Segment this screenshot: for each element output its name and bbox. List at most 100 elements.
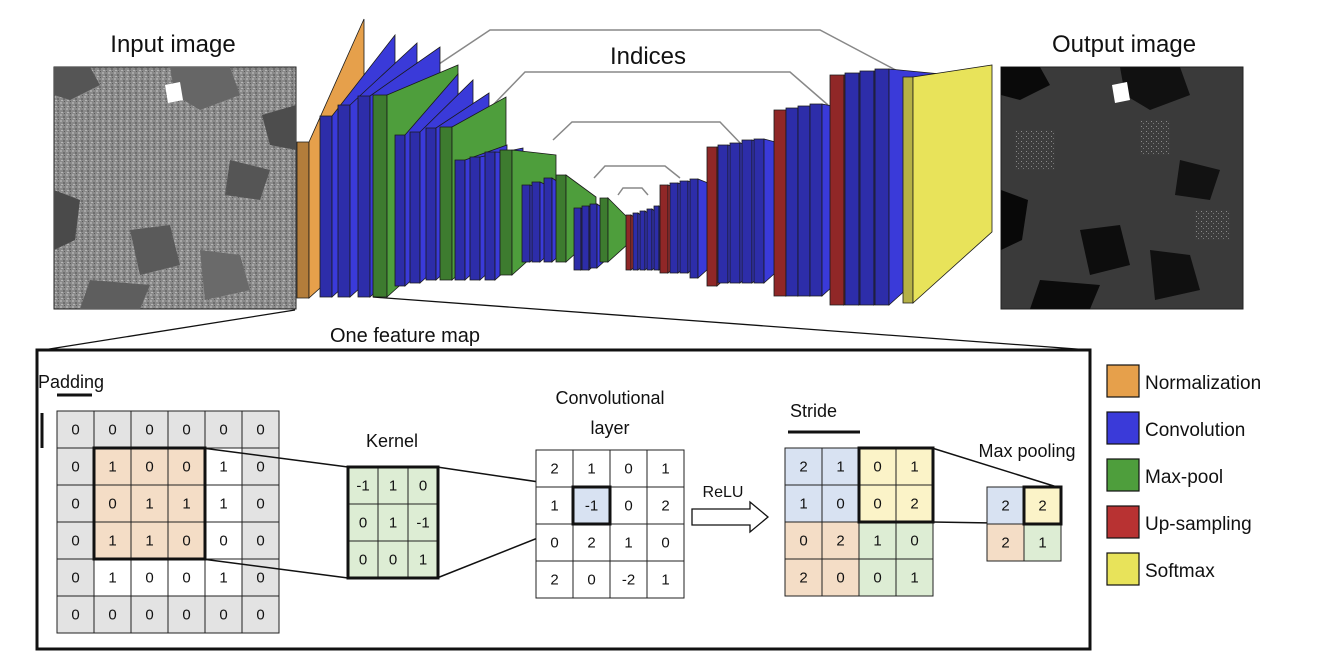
kernel-cell	[377, 503, 409, 542]
maxpool-grid: 2 2 2 1	[986, 485, 1063, 562]
conv-layer-cell	[609, 449, 648, 488]
padding-cell-value: 1	[145, 496, 153, 513]
layer-block-max-pool	[599, 197, 631, 263]
padding-cell-value: 0	[256, 533, 264, 550]
conv-layer-cell-value: 0	[587, 572, 595, 589]
padding-cell-value: 1	[108, 570, 116, 587]
conv-layer-label-line2: layer	[590, 418, 629, 438]
output-image	[1000, 66, 1244, 310]
kernel-cell	[347, 503, 379, 542]
legend-label: Softmax	[1145, 561, 1215, 582]
stride-cell-value: 1	[910, 570, 918, 587]
index-arc-3	[552, 121, 746, 149]
padding-cell	[56, 410, 95, 449]
padding-cell	[56, 521, 95, 560]
legend-label: Convolution	[1145, 420, 1245, 441]
padding-cell	[241, 521, 280, 560]
legend-item: Up-sampling	[1106, 505, 1252, 539]
stride-cell-value: 0	[910, 533, 918, 550]
legend-label: Max-pool	[1145, 467, 1223, 488]
padding-cell-value: 0	[145, 570, 153, 587]
legend-swatch	[1106, 411, 1140, 445]
stride-grid: 2 1 0 1 1 0 0 2 0 2 1 0 2 0 0 1	[784, 446, 935, 597]
padding-cell-value: 1	[145, 533, 153, 550]
padding-cell-value: 0	[182, 422, 190, 439]
conv-layer-grid: 2 1 0 1 1 -1 0 2 0 2 1 0 2 0 -2 1	[535, 449, 685, 599]
legend-item: Softmax	[1106, 552, 1215, 586]
conv-layer-cell	[572, 486, 611, 525]
stride-cell-value: 2	[799, 570, 807, 587]
input-image-title: Input image	[110, 31, 235, 58]
stride-cell-value: 0	[873, 459, 881, 476]
legend-swatch	[1106, 364, 1140, 398]
conv-layer-cell-value: 1	[661, 461, 669, 478]
stride-cell-value: 2	[910, 496, 918, 513]
stride-cell-value: 1	[799, 496, 807, 513]
kernel-cell-value: 1	[419, 552, 427, 569]
kernel-cell-value: -1	[356, 478, 369, 495]
padding-cell	[167, 521, 206, 560]
stride-cell-value: 1	[836, 459, 844, 476]
padding-cell-value: 0	[108, 607, 116, 624]
kernel-cell	[407, 503, 439, 542]
padding-cell-value: 0	[108, 496, 116, 513]
legend-label: Up-sampling	[1145, 514, 1252, 535]
padding-cell-value: 0	[256, 570, 264, 587]
stride-window-highlight	[857, 446, 935, 524]
kernel-cell-value: 1	[389, 515, 397, 532]
conv-layer-cell-value: 2	[550, 572, 558, 589]
maxpool-cell-value: 1	[1038, 535, 1046, 552]
legend-swatch	[1106, 458, 1140, 492]
conv-layer-cell	[646, 560, 685, 599]
padding-cell-value: 1	[219, 459, 227, 476]
stride-cell	[784, 558, 823, 597]
legend: Normalization Convolution Max-pool Up-sampl…	[1106, 364, 1261, 586]
conv-layer-cell-value: 2	[661, 498, 669, 515]
legend-item: Convolution	[1106, 411, 1245, 445]
stride-cell	[895, 521, 934, 560]
index-arc-2	[492, 71, 829, 106]
padding-cell	[167, 595, 206, 634]
kernel-cell-value: 0	[359, 552, 367, 569]
padding-cell-value: 0	[71, 459, 79, 476]
conv-layer-cell-value: -1	[585, 498, 598, 515]
conv-layer-cell-value: 0	[550, 535, 558, 552]
stride-cell-value: 0	[873, 496, 881, 513]
maxpool-cell-value: 2	[1001, 535, 1009, 552]
index-arc-4	[593, 165, 681, 179]
maxpool-cell	[1023, 523, 1062, 562]
padding-cell	[167, 410, 206, 449]
conv-layer-cell	[646, 486, 685, 525]
conv-layer-cell-value: 0	[661, 535, 669, 552]
stride-cell	[895, 447, 934, 486]
input-image	[53, 66, 297, 310]
conv-layer-cell	[609, 523, 648, 562]
padding-cell-value: 0	[256, 496, 264, 513]
conv-layer-cell	[535, 523, 574, 562]
kernel-window-highlight	[92, 446, 207, 561]
kernel-cell-value: 1	[389, 478, 397, 495]
stride-label: Stride	[790, 401, 837, 421]
conv-layer-cell-value: 0	[624, 498, 632, 515]
index-arc-5	[617, 187, 649, 196]
feature-map-zoom-lines	[42, 296, 1091, 351]
output-image-title: Output image	[1052, 31, 1196, 58]
padding-cell-value: 0	[145, 459, 153, 476]
padding-cell	[241, 484, 280, 523]
padding-label: Padding	[38, 372, 104, 392]
detail-panel	[35, 348, 1092, 651]
padding-cell	[93, 484, 132, 523]
stride-cell-value: 1	[873, 533, 881, 550]
kernel-grid: -1 1 0 0 1 -1 0 0 1	[346, 465, 440, 580]
stride-cell	[895, 558, 934, 597]
conv-layer-cell	[572, 449, 611, 488]
stride-cell-value: 0	[836, 570, 844, 587]
index-connections	[429, 29, 906, 196]
padding-cell-value: 1	[182, 496, 190, 513]
padding-cell-value: 0	[145, 422, 153, 439]
conv-layer-cell-value: 1	[661, 572, 669, 589]
padding-cell-value: 0	[219, 607, 227, 624]
relu-arrow-icon	[691, 500, 770, 534]
kernel-cell-value: 0	[359, 515, 367, 532]
